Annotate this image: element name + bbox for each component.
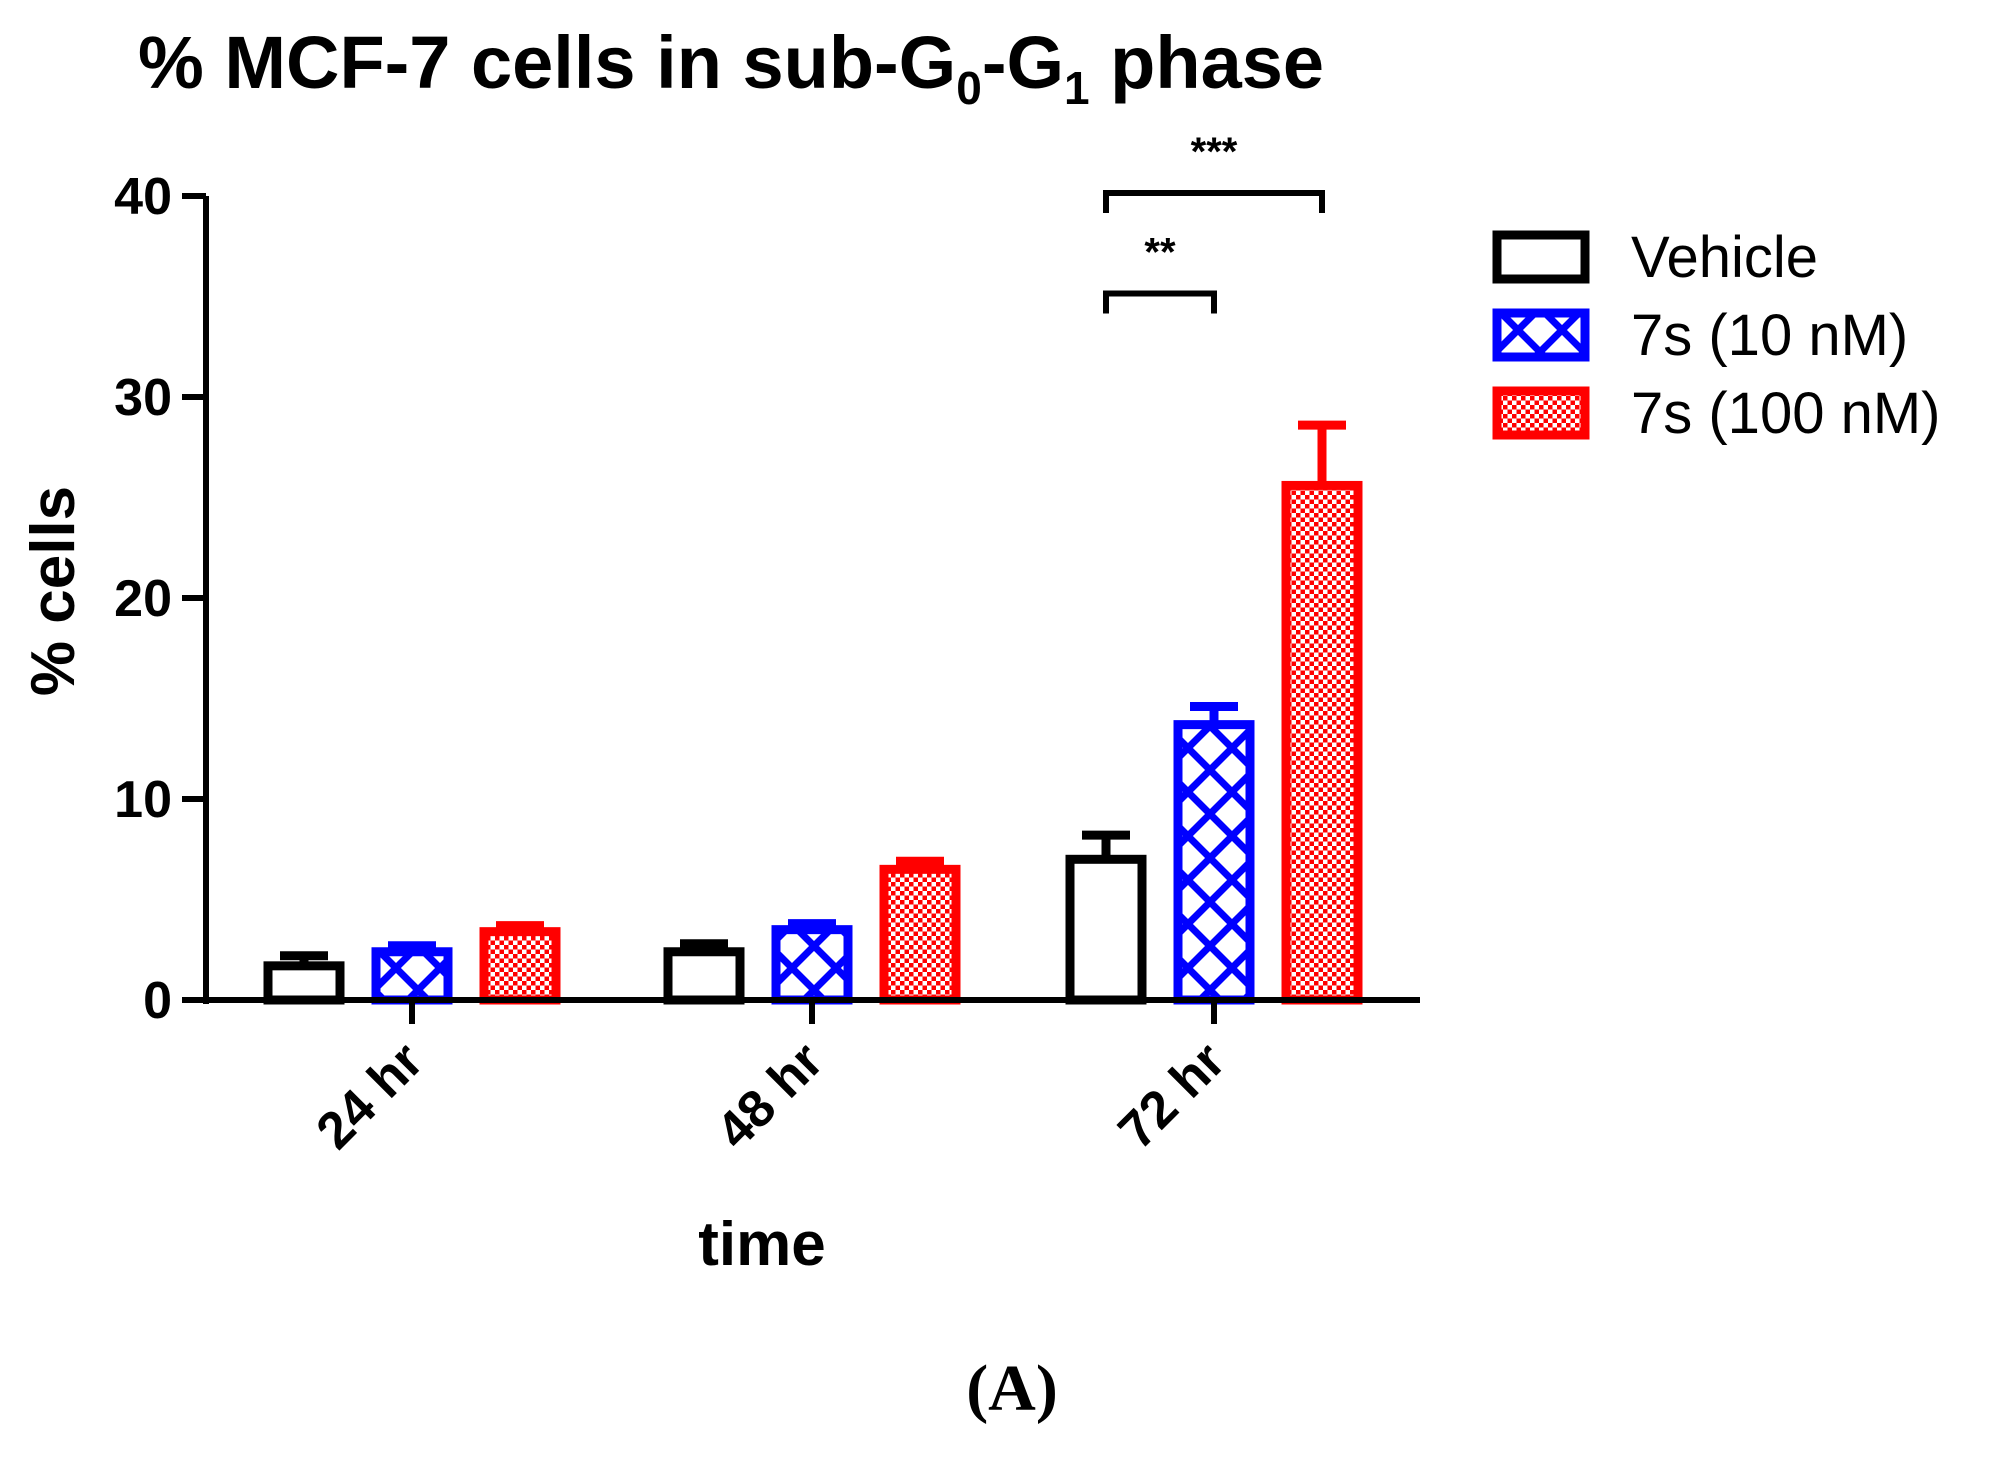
legend-swatch bbox=[1492, 386, 1590, 440]
bar-7s-10-nm--24-hr bbox=[371, 947, 453, 1005]
bar-vehicle-72-hr bbox=[1065, 854, 1147, 1005]
legend: Vehicle 7s (10 nM) 7s (100 nM) bbox=[1492, 225, 1940, 446]
x-tick-label: 48 hr bbox=[706, 1031, 835, 1160]
x-tick-label: 72 hr bbox=[1108, 1031, 1237, 1160]
legend-label: 7s (100 nM) bbox=[1631, 381, 1940, 446]
bar-7s-10-nm--72-hr bbox=[1173, 720, 1255, 1005]
y-axis-title: % cells bbox=[19, 486, 88, 696]
title-subscript-1: 1 bbox=[1064, 62, 1090, 114]
y-tick-label: 40 bbox=[114, 168, 172, 226]
legend-label: 7s (10 nM) bbox=[1631, 303, 1908, 368]
bar-7s-10-nm--48-hr bbox=[771, 925, 853, 1005]
legend-label: Vehicle bbox=[1631, 225, 1818, 290]
bar-vehicle-48-hr bbox=[663, 947, 745, 1005]
y-tick-label: 30 bbox=[114, 369, 172, 427]
panel-label: (A) bbox=[966, 1352, 1058, 1425]
x-axis-title: time bbox=[698, 1210, 825, 1279]
y-tick-label: 20 bbox=[114, 570, 172, 628]
chart-title: % MCF-7 cells in sub-G0-G1 phase bbox=[138, 21, 1324, 114]
bar-7s-100-nm--24-hr bbox=[479, 927, 561, 1005]
title-suffix: phase bbox=[1090, 21, 1324, 104]
y-tick-label: 0 bbox=[143, 972, 172, 1030]
bar-7s-100-nm--72-hr bbox=[1281, 480, 1363, 1005]
title-prefix: % MCF-7 cells in sub-G bbox=[138, 21, 956, 104]
title-subscript-0: 0 bbox=[956, 62, 982, 114]
legend-swatch bbox=[1492, 230, 1590, 284]
y-tick-label: 10 bbox=[114, 771, 172, 829]
legend-swatch bbox=[1492, 308, 1590, 362]
bar-7s-100-nm--48-hr bbox=[879, 864, 961, 1005]
title-middle: -G bbox=[982, 21, 1064, 104]
x-tick-label: 24 hr bbox=[306, 1031, 435, 1160]
bar-vehicle-24-hr bbox=[263, 961, 345, 1005]
significance-bracket bbox=[1103, 290, 1217, 314]
significance-bracket bbox=[1103, 190, 1325, 213]
significance-label: ** bbox=[1144, 231, 1176, 275]
significance-label: *** bbox=[1191, 130, 1238, 174]
